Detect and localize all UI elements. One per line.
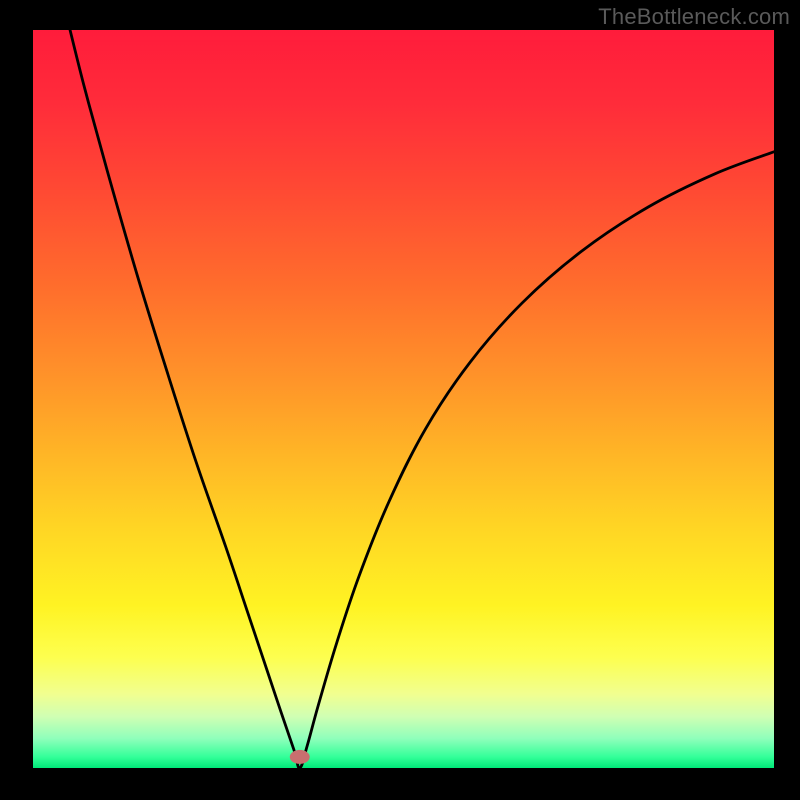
optimum-marker (290, 750, 310, 764)
bottleneck-chart (0, 0, 800, 800)
chart-container: TheBottleneck.com (0, 0, 800, 800)
watermark-text: TheBottleneck.com (598, 4, 790, 30)
plot-background (33, 30, 774, 768)
